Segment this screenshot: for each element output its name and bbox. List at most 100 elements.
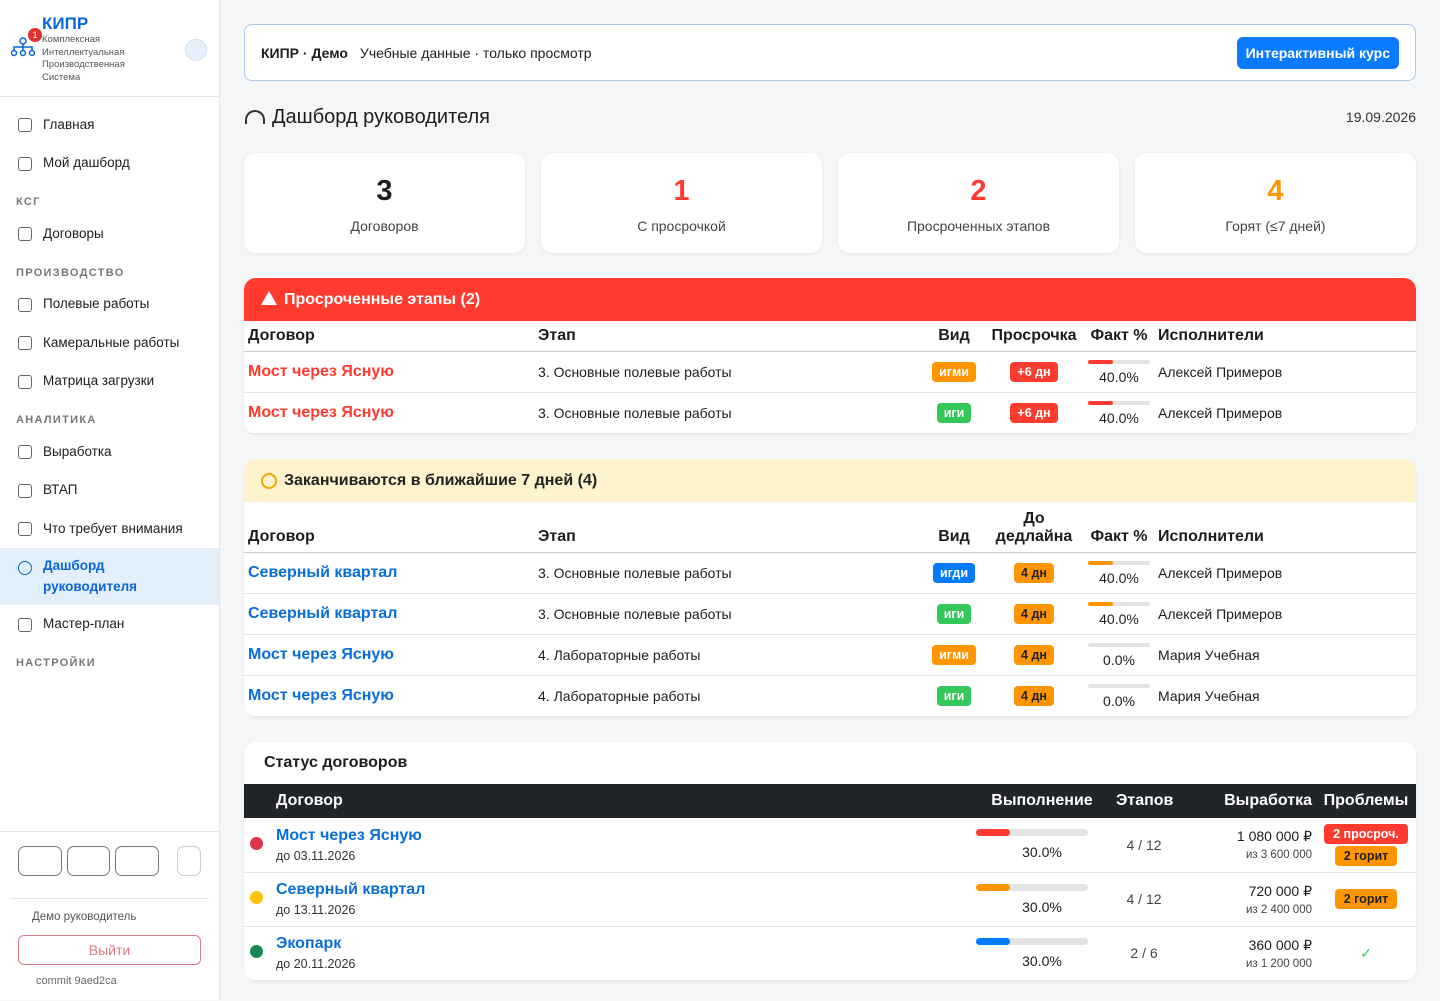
progress: 30.0% (1022, 952, 1062, 969)
cell: Мост через Ясную (244, 351, 534, 393)
nav-item[interactable]: Главная (0, 105, 219, 144)
cell: Мост через Ясную до 03.11.2026 (272, 818, 972, 873)
term-badge: 4 дн (1014, 563, 1054, 583)
send-button[interactable] (176, 846, 202, 876)
progress-bar (1088, 642, 1150, 647)
row: Мост через Ясную до 03.11.2026 30.0% 4 / 12… (244, 818, 1416, 873)
nav-item[interactable]: Матрица загрузки (0, 362, 219, 401)
kpi-label: Договоров (350, 218, 419, 234)
contract-link[interactable]: Мост через Ясную (248, 646, 394, 663)
nav-item[interactable]: Дашборд руководителя (0, 547, 219, 605)
nav-section: КСГ (16, 196, 41, 208)
cell: 40.0% (1084, 351, 1154, 393)
progress-fill (976, 829, 1010, 837)
contract-link[interactable]: Мост через Ясную (276, 826, 422, 844)
cell: 4 дн (984, 552, 1084, 594)
progress-fill (1088, 400, 1113, 405)
term-badge: +6 дн (1010, 362, 1058, 382)
nav-item[interactable]: Выработка (0, 432, 219, 471)
help-button[interactable] (66, 846, 111, 876)
nav-item[interactable]: Камеральные работы (0, 323, 219, 362)
logout-button[interactable]: Выйти (18, 935, 201, 965)
course-button[interactable]: Интерактивный курс (1236, 36, 1399, 69)
sidebar-footer: Демо руководитель Выйти commit 9aed2ca (0, 831, 219, 1001)
nav-item[interactable]: Что требует внимания (0, 509, 219, 548)
nav-section: НАСТРОЙКИ (16, 657, 96, 669)
progress-bar (976, 937, 1088, 945)
column-header: Просрочка (984, 321, 1084, 352)
column-header (244, 784, 272, 818)
column-header: Этап (534, 321, 924, 352)
collapse-button[interactable] (185, 39, 207, 61)
fact: 0.0% (1103, 651, 1135, 668)
status-dot (250, 836, 263, 850)
people: Алексей Примеров (1154, 392, 1416, 434)
cell (244, 818, 272, 873)
cell: 360 000 ₽ из 1 200 000 (1176, 926, 1316, 981)
progress-bar (976, 883, 1088, 891)
amount: 720 000 ₽ (1248, 882, 1312, 899)
status-card: Статус договоров Договор Выполнение Этапов В… (244, 742, 1416, 981)
progress-fill (1088, 560, 1113, 565)
stages: 4 / 12 (1112, 818, 1176, 873)
cell: иги (924, 392, 984, 434)
amount: 1 080 000 ₽ (1236, 828, 1312, 845)
progress-fill (976, 883, 1010, 891)
cards: Просроченные этапы (2)ДоговорЭтапВидПрос… (244, 278, 1416, 981)
cell (244, 926, 272, 981)
due-date: до 13.11.2026 (276, 903, 356, 917)
cell: 0.0% (1084, 675, 1154, 717)
amount-of: из 1 200 000 (1245, 957, 1312, 970)
people: Мария Учебная (1154, 675, 1416, 717)
cell: 720 000 ₽ из 2 400 000 (1176, 872, 1316, 927)
nav-item[interactable]: Договоры (0, 214, 219, 253)
cell: 2 горит (1316, 872, 1416, 927)
contract-link[interactable]: Экопарк (276, 935, 342, 952)
kind-badge: иги (936, 686, 972, 706)
nav-item[interactable]: Мастер-план (0, 605, 219, 644)
stage: 3. Основные полевые работы (534, 593, 924, 635)
column-header: До дедлайна (984, 502, 1084, 553)
kind-badge: иги (936, 403, 972, 423)
people: Алексей Примеров (1154, 351, 1416, 393)
cell: 30.0% (972, 818, 1112, 873)
due-date: до 03.11.2026 (276, 848, 356, 863)
contract-link[interactable]: Северный квартал (248, 564, 398, 581)
row: Экопарк до 20.11.2026 30.0% 2 / 6 360 000 ₽ и… (244, 926, 1416, 981)
nav-section: АНАЛИТИКА (16, 414, 97, 426)
nav-item[interactable]: Полевые работы (0, 285, 219, 324)
notifications-button[interactable] (115, 846, 159, 876)
contract-link[interactable]: Северный квартал (276, 881, 426, 898)
fact: 40.0% (1099, 409, 1139, 426)
banner-title: КИПР · Демо (261, 44, 348, 61)
cell: Мост через Ясную (244, 392, 534, 434)
sidebar: 1 КИПР Комплексная Интеллектуальная Прои… (0, 0, 220, 1000)
contract-link[interactable]: Северный квартал (248, 605, 398, 622)
progress-fill (976, 937, 1010, 945)
cell: 40.0% (1084, 392, 1154, 434)
people: Алексей Примеров (1154, 593, 1416, 635)
kpis: 3 Договоров 1 С просрочкой 2 Просроченных эта… (244, 153, 1416, 253)
cell: +6 дн (984, 392, 1084, 434)
cell: 0.0% (1084, 634, 1154, 676)
column-header: Договор (272, 784, 972, 818)
nav-section: ПРОИЗВОДСТВО (16, 266, 125, 279)
nav-item[interactable]: ВТАП (0, 471, 219, 510)
people: Мария Учебная (1154, 634, 1416, 676)
kpi-value: 3 (376, 175, 393, 207)
contract-link[interactable]: Мост через Ясную (248, 687, 394, 704)
progress-bar (1088, 359, 1150, 364)
kpi-value: 4 (1267, 175, 1284, 207)
contract-link[interactable]: Мост через Ясную (248, 363, 394, 380)
cell: иги (924, 593, 984, 635)
user: Демо руководитель (10, 898, 209, 923)
progress-bar (1088, 683, 1150, 688)
theme-button[interactable] (18, 846, 62, 876)
problem-badge: 2 горит (1334, 889, 1398, 909)
contract-link[interactable]: Мост через Ясную (248, 404, 394, 421)
notification-badge: 1 (28, 28, 42, 42)
cell: 4 дн (984, 593, 1084, 635)
nav-item[interactable]: Мой дашборд (0, 144, 219, 183)
kind-badge: игди (932, 563, 976, 583)
row: Мост через Ясную 4. Лабораторные работы иг… (244, 634, 1416, 676)
